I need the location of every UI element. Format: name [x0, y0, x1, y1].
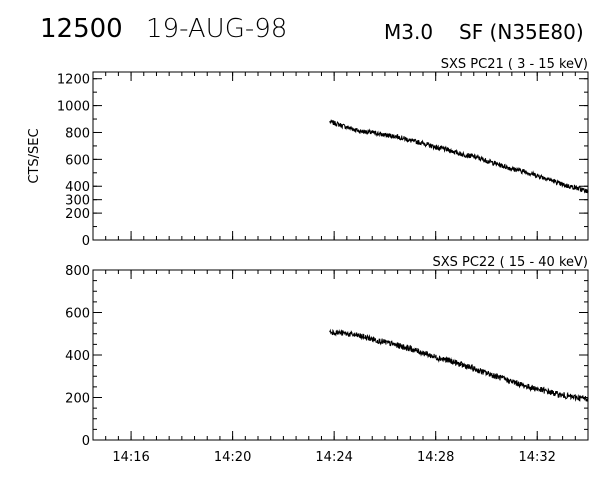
- event-date: 19-AUG-98: [146, 14, 288, 44]
- panel1-ytick-label: 600: [65, 153, 90, 168]
- panel2-data-point: [485, 372, 488, 374]
- panel2-data-point: [523, 385, 526, 387]
- panel2-data-point: [536, 388, 538, 390]
- panel1-data-point: [498, 164, 500, 166]
- panel1-data-point: [473, 156, 475, 158]
- xtick-label: 14:24: [315, 450, 352, 465]
- panel1-data-point: [329, 121, 331, 123]
- panel1-data-point: [587, 191, 589, 193]
- panel1-data-point: [422, 142, 424, 144]
- panel2-series-line: [329, 328, 589, 403]
- panel2-ytick-label: 600: [65, 307, 90, 322]
- panel2-data-point: [384, 341, 386, 343]
- panel2-frame: [92, 269, 589, 441]
- xtick-label: 14:32: [518, 450, 555, 465]
- panel2-data-point: [329, 331, 331, 333]
- panel1-ytick-label: 400: [65, 180, 90, 195]
- panel1-data-point: [549, 178, 551, 181]
- panel2-data-point: [460, 363, 462, 366]
- panel1-data-point: [371, 131, 373, 134]
- panel1-data-point: [384, 134, 386, 136]
- panel1-data-point: [447, 149, 449, 151]
- xtick-label: 14:16: [112, 450, 149, 465]
- flare-class: M3.0: [384, 20, 434, 44]
- flare-location: SF (N35E80): [459, 20, 584, 44]
- panel2-title: SXS PC22 ( 15 - 40 keV): [432, 255, 588, 270]
- panel2-data-point: [587, 397, 589, 400]
- panel2-data-point: [447, 359, 449, 361]
- panel1-data-point: [536, 174, 538, 177]
- panel1-data-point: [523, 170, 526, 173]
- panel2-data-point: [473, 368, 475, 370]
- panel2-ytick-label: 0: [82, 434, 90, 449]
- panel1-ytick-label: 200: [65, 207, 90, 222]
- panel2-data-point: [422, 352, 424, 354]
- panel2-data-point: [358, 335, 361, 337]
- panel2-data-point: [549, 391, 551, 393]
- panel1-ylabel: CTS/SEC: [27, 128, 42, 183]
- panel1-ytick-label: 300: [65, 194, 90, 209]
- panel1-data-point: [397, 135, 399, 138]
- panel2-data-point: [562, 394, 564, 396]
- panel2-data-point: [498, 376, 500, 378]
- panel1-data-point: [460, 153, 462, 155]
- panel1-data-point: [562, 184, 564, 186]
- xtick-label: 14:20: [214, 450, 251, 465]
- panel2-data-point: [371, 338, 373, 340]
- panel2-data-point: [346, 333, 348, 335]
- panel2-ytick-label: 200: [65, 392, 90, 407]
- panel2-data-point: [397, 344, 399, 347]
- panel1-series-line: [329, 119, 589, 194]
- panel1-ytick-label: 0: [82, 234, 90, 249]
- panel1-ytick-label: 1200: [57, 73, 90, 88]
- panel1-data-point: [358, 130, 361, 132]
- panel1-data-point: [485, 160, 488, 162]
- panel1-data-point: [435, 146, 437, 148]
- panel1-ytick-label: 1000: [57, 100, 90, 115]
- panel1-data-point: [409, 139, 411, 142]
- panel1-data-point: [346, 126, 348, 128]
- panel2-data-point: [511, 380, 513, 383]
- panel1-frame: [92, 71, 589, 241]
- event-id: 12500: [40, 14, 123, 44]
- panel2-data-point: [435, 356, 437, 358]
- panel1-title: SXS PC21 ( 3 - 15 keV): [441, 57, 588, 72]
- xtick-label: 14:28: [417, 450, 454, 465]
- panel1-ytick-label: 800: [65, 126, 90, 141]
- panel2-ytick-label: 800: [65, 264, 90, 279]
- panel2-data-point: [574, 396, 576, 399]
- panel2-data-point: [409, 348, 411, 350]
- panel1-data-point: [511, 168, 513, 170]
- panel2-ytick-label: 400: [65, 349, 90, 364]
- panel1-data-point: [574, 186, 576, 189]
